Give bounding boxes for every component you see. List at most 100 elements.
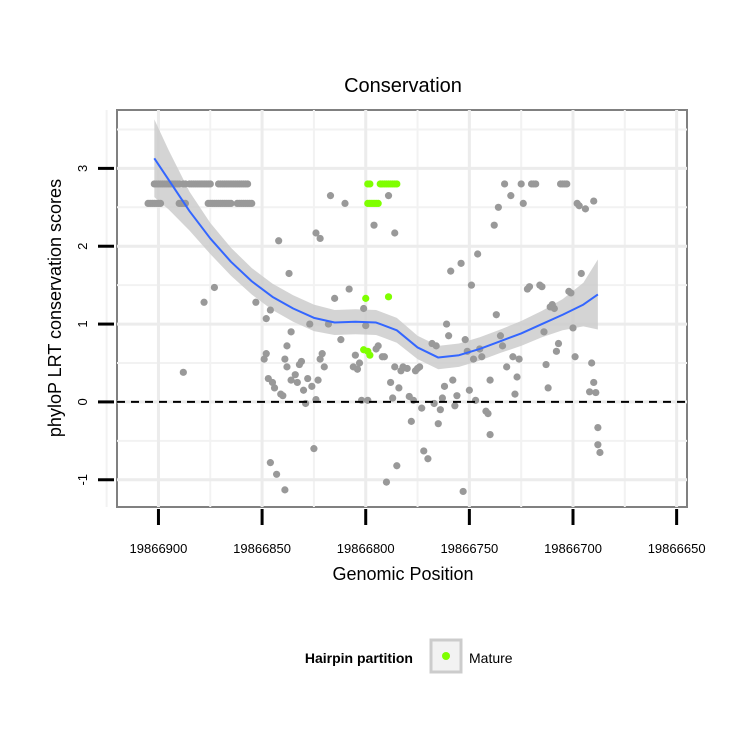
x-tick-label-1: 19866850 <box>233 541 291 556</box>
hairpin-point-84 <box>273 470 281 478</box>
hairpin-point-132 <box>382 478 391 486</box>
mature-point-12 <box>366 180 374 188</box>
hairpin-point-36 <box>206 180 214 188</box>
hairpin-point-79 <box>262 350 270 358</box>
x-tick-label-2: 19866800 <box>337 541 395 556</box>
hairpin-point-115 <box>337 336 345 344</box>
hairpin-point-178 <box>486 376 494 384</box>
hairpin-point-77 <box>266 306 274 314</box>
hairpin-point-102 <box>306 320 314 328</box>
hairpin-point-186 <box>507 192 515 200</box>
hairpin-point-147 <box>416 363 424 371</box>
hairpin-point-82 <box>270 384 279 392</box>
hairpin-point-119 <box>353 365 362 373</box>
hairpin-point-226 <box>590 197 598 205</box>
hairpin-point-141 <box>403 364 411 373</box>
x-axis: 19866900 19866850 19866800 19866750 19866700… <box>130 509 706 556</box>
hairpin-point-111 <box>320 363 328 371</box>
hairpin-point-96 <box>293 378 301 387</box>
hairpin-point-143 <box>407 417 415 425</box>
hairpin-point-78 <box>260 355 268 363</box>
hairpin-point-71 <box>248 199 256 208</box>
legend-key-mature <box>442 652 450 660</box>
x-tick-label-0: 19866900 <box>130 541 188 556</box>
hairpin-point-180 <box>492 311 500 319</box>
hairpin-point-215 <box>571 353 579 361</box>
hairpin-point-134 <box>389 394 397 402</box>
hairpin-point-135 <box>391 229 399 237</box>
hairpin-point-94 <box>287 376 295 384</box>
hairpin-point-99 <box>299 386 308 394</box>
hairpin-point-169 <box>465 386 473 394</box>
hairpin-point-113 <box>326 192 335 200</box>
x-tick-label-4: 19866700 <box>544 541 602 556</box>
hairpin-point-220 <box>585 388 594 396</box>
data-points <box>144 180 604 496</box>
hairpin-point-188 <box>511 390 519 398</box>
confidence-ribbon <box>154 119 598 370</box>
hairpin-point-92 <box>287 328 295 336</box>
hairpin-point-177 <box>484 409 492 418</box>
mature-point-21 <box>393 180 401 188</box>
hairpin-point-200 <box>540 328 548 336</box>
y-tick-label-3: 2 <box>75 243 90 250</box>
hairpin-point-90 <box>275 237 283 245</box>
legend: Hairpin partition Mature <box>305 638 513 674</box>
mature-point-0 <box>362 294 370 302</box>
legend-title: Hairpin partition <box>305 650 413 666</box>
hairpin-point-81 <box>268 378 277 387</box>
smooth-line <box>153 157 599 359</box>
hairpin-point-189 <box>513 373 521 381</box>
hairpin-point-89 <box>281 486 289 494</box>
hairpin-point-155 <box>436 406 444 414</box>
hairpin-point-152 <box>432 342 440 350</box>
hairpin-point-120 <box>355 359 364 367</box>
hairpin-point-218 <box>577 269 585 278</box>
mature-point-10 <box>374 199 382 208</box>
hairpin-point-205 <box>550 304 558 313</box>
hairpin-point-103 <box>308 382 316 390</box>
hairpin-point-110 <box>318 350 326 358</box>
mature-point-1 <box>384 293 393 301</box>
hairpin-point-122 <box>360 304 368 313</box>
hairpin-point-221 <box>588 359 596 367</box>
hairpin-point-211 <box>563 180 571 188</box>
hairpin-point-154 <box>434 420 442 428</box>
confidence-ribbon-group <box>154 119 598 370</box>
hairpin-point-217 <box>575 202 583 210</box>
hairpin-point-108 <box>312 229 320 237</box>
hairpin-point-87 <box>281 355 289 363</box>
chart-title: Conservation <box>344 75 462 97</box>
hairpin-point-164 <box>457 259 465 267</box>
hairpin-point-223 <box>592 388 600 397</box>
hairpin-point-158 <box>442 320 451 328</box>
hairpin-point-156 <box>438 394 447 402</box>
hairpin-point-123 <box>362 322 370 330</box>
legend-label-mature: Mature <box>469 650 513 666</box>
hairpin-point-148 <box>418 404 426 412</box>
x-tick-label-3: 19866750 <box>440 541 498 556</box>
hairpin-point-48 <box>227 199 235 208</box>
hairpin-point-86 <box>277 390 285 398</box>
hairpin-point-172 <box>474 250 482 258</box>
hairpin-point-6 <box>156 199 165 208</box>
hairpin-point-137 <box>393 462 401 470</box>
hairpin-point-197 <box>532 180 540 188</box>
mature-point-4 <box>366 351 374 359</box>
hairpin-point-133 <box>387 378 395 387</box>
hairpin-point-225 <box>596 448 604 457</box>
hairpin-point-207 <box>554 339 563 348</box>
hairpin-point-101 <box>304 374 312 383</box>
y-tick-label-4: 3 <box>75 165 90 172</box>
hairpin-point-170 <box>469 355 478 363</box>
y-tick-label-2: 1 <box>75 320 90 327</box>
hairpin-point-165 <box>459 487 467 496</box>
hairpin-point-104 <box>310 445 318 453</box>
y-axis: -1 0 1 2 3 <box>75 165 114 486</box>
hairpin-point-76 <box>262 315 270 323</box>
hairpin-point-194 <box>525 283 534 291</box>
hairpin-point-74 <box>210 283 219 292</box>
hairpin-point-162 <box>451 402 459 410</box>
hairpin-point-187 <box>509 353 517 361</box>
